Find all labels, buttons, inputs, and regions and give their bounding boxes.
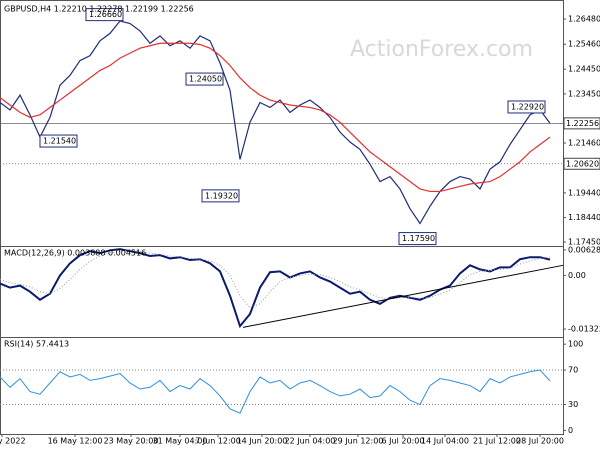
panel-title: MACD(12,26,9) 0.003888 0.004516 (4, 249, 146, 258)
series-line (0, 369, 551, 414)
annotation-box (201, 189, 240, 203)
x-tick-label: 31 May 04:00 (153, 437, 208, 446)
panel-title: RSI(14) 57.4413 (4, 340, 69, 349)
x-tick-label: 14 Jul 04:00 (421, 437, 469, 446)
y-tick-label: 30 (568, 400, 578, 409)
x-tick-label: 22 Jun 04:00 (285, 437, 336, 446)
y-tick-label: 1.21460 (568, 139, 600, 148)
series-line (0, 248, 551, 329)
series-line (0, 249, 551, 309)
series-line (0, 42, 551, 193)
y-tick-label: 1.26480 (568, 15, 600, 24)
x-tick-label: 9 May 2022 (0, 437, 26, 446)
panel-title: GBPUSD,H4 1.22210 1.22278 1.22199 1.2225… (4, 5, 194, 14)
x-tick-label: 7 Jun 12:00 (195, 437, 241, 446)
y-tick-label: 0.006285 (568, 245, 600, 254)
y-tick-label: 1.25460 (568, 40, 600, 49)
level-label: 1.20620 (566, 159, 599, 168)
x-tick-label: 6 Jul 20:00 (382, 437, 425, 446)
y-tick-label: 1.17450 (568, 238, 600, 247)
y-tick-label: 1.18440 (568, 213, 600, 222)
trendline (242, 264, 564, 328)
y-tick-label: -0.013223 (568, 325, 600, 334)
annotation-box (39, 134, 78, 148)
level-label-box (563, 117, 600, 130)
x-tick-label: 28 Jul 20:00 (516, 437, 564, 446)
annotation-label: 1.24050 (189, 75, 222, 84)
y-tick-label: 1.24450 (568, 65, 600, 74)
x-tick-label: 23 May 20:00 (104, 437, 159, 446)
watermark: ActionForex.com (350, 37, 533, 62)
x-tick-label: 21 Jul 12:00 (473, 437, 521, 446)
annotation-label: 1.17590 (402, 234, 435, 243)
level-label-box (563, 157, 600, 170)
y-tick-label: 0 (568, 426, 573, 435)
y-tick-label: 100 (568, 340, 583, 349)
y-tick-label: 0.00 (568, 271, 586, 280)
annotation-box (85, 8, 124, 22)
x-tick-label: 29 Jun 12:00 (333, 437, 384, 446)
series-line (0, 20, 551, 225)
annotation-label: 1.26660 (89, 10, 122, 19)
x-tick-label: 16 May 12:00 (48, 437, 103, 446)
level-label: 1.22256 (566, 119, 599, 128)
y-tick-label: 70 (568, 366, 578, 375)
annotation-label: 1.19320 (205, 191, 238, 200)
annotation-box (185, 72, 224, 86)
annotation-label: 1.21540 (43, 137, 76, 146)
x-tick-label: 14 Jun 20:00 (237, 437, 288, 446)
y-tick-label: 1.23450 (568, 89, 600, 98)
annotation-box (507, 100, 546, 114)
annotation-box (398, 232, 437, 246)
y-tick-label: 1.19440 (568, 188, 600, 197)
annotation-label: 1.22920 (511, 102, 544, 111)
plot-frame (0, 0, 564, 435)
